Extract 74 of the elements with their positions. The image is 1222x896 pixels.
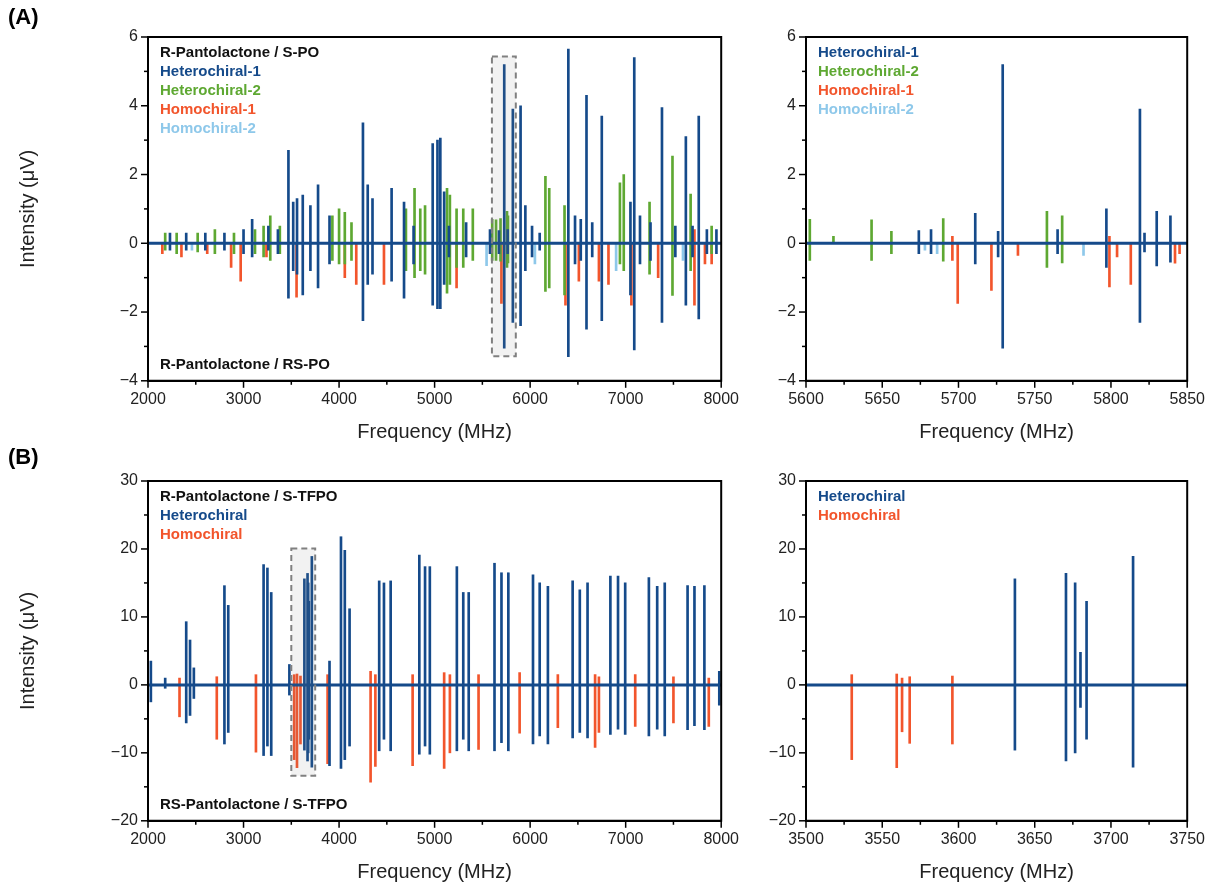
- text: Heterochiral: [818, 486, 906, 504]
- x-tick-label: 4000: [321, 389, 357, 407]
- x-tick-label: 3700: [1093, 829, 1129, 847]
- x-tick-label: 8000: [703, 829, 740, 847]
- legend-title: R-Pantolactone / S-TFPO: [160, 486, 338, 504]
- y-tick-label: 0: [129, 233, 139, 251]
- x-tick-label: 6000: [512, 389, 549, 407]
- x-tick-label: 8000: [703, 389, 740, 407]
- y-tick-label: 0: [129, 675, 139, 693]
- annotation: R-Pantolactone / RS-PO: [160, 355, 331, 373]
- x-tick-label: 5800: [1093, 389, 1129, 407]
- y-tick-label: 4: [129, 96, 139, 114]
- text: Homochiral-2: [160, 118, 256, 136]
- y-tick-label: −20: [768, 811, 797, 829]
- x-axis-title: Frequency (MHz): [357, 419, 512, 442]
- y-tick-label: −2: [119, 302, 139, 320]
- y-tick-label: 30: [120, 471, 139, 489]
- x-tick-label: 2000: [130, 389, 166, 407]
- x-tick-label: 3600: [940, 829, 977, 847]
- annotation: RS-Pantolactone / S-TFPO: [160, 795, 348, 813]
- y-axis-title: Intensity (μV): [15, 149, 38, 269]
- y-tick-label: 2: [129, 164, 139, 182]
- x-axis-title: Frequency (MHz): [919, 419, 1074, 442]
- y-tick-label: 20: [778, 539, 797, 557]
- x-tick-label: 5600: [788, 389, 824, 407]
- y-tick-label: 10: [778, 607, 797, 625]
- x-tick-label: 5850: [1169, 389, 1206, 407]
- text: Homochiral-1: [818, 80, 914, 98]
- y-tick-label: −20: [110, 811, 139, 829]
- x-tick-label: 3000: [225, 389, 262, 407]
- y-tick-label: 0: [787, 233, 797, 251]
- y-tick-label: 4: [787, 96, 797, 114]
- y-tick-label: −10: [768, 743, 797, 761]
- x-tick-label: 2000: [130, 829, 166, 847]
- y-tick-label: 20: [120, 539, 139, 557]
- text: Homochiral-1: [160, 99, 256, 117]
- y-tick-label: 6: [129, 27, 139, 45]
- text: Heterochiral-2: [160, 80, 261, 98]
- y-axis-title: Intensity (μV): [15, 591, 38, 711]
- text: Heterochiral: [160, 505, 248, 523]
- y-tick-label: 30: [778, 471, 797, 489]
- text: Heterochiral-1: [160, 61, 261, 79]
- x-tick-label: 5700: [940, 389, 977, 407]
- text: Heterochiral-1: [818, 42, 919, 60]
- y-tick-label: −4: [777, 371, 797, 389]
- x-tick-label: 5650: [864, 389, 901, 407]
- x-tick-label: 3000: [225, 829, 262, 847]
- text: Homochiral: [818, 505, 901, 523]
- y-tick-label: 10: [120, 607, 139, 625]
- x-tick-label: 3550: [864, 829, 901, 847]
- x-tick-label: 3750: [1169, 829, 1206, 847]
- y-tick-label: −4: [119, 371, 139, 389]
- legend-title: R-Pantolactone / S-PO: [160, 42, 320, 60]
- x-tick-label: 6000: [512, 829, 549, 847]
- y-tick-label: −2: [777, 302, 797, 320]
- y-tick-label: 2: [787, 164, 797, 182]
- x-tick-label: 3650: [1016, 829, 1053, 847]
- x-tick-label: 7000: [607, 829, 644, 847]
- x-axis-title: Frequency (MHz): [357, 859, 512, 882]
- x-tick-label: 3500: [788, 829, 824, 847]
- x-tick-label: 5750: [1016, 389, 1053, 407]
- chart-title: (B): [8, 444, 39, 470]
- y-tick-label: 0: [787, 675, 797, 693]
- x-tick-label: 4000: [321, 829, 357, 847]
- x-tick-label: 5000: [416, 389, 453, 407]
- chart-title: (A): [8, 4, 39, 30]
- y-tick-label: 6: [787, 27, 797, 45]
- x-tick-label: 5000: [416, 829, 453, 847]
- x-axis-title: Frequency (MHz): [919, 859, 1074, 882]
- text: Heterochiral-2: [818, 61, 919, 79]
- x-tick-label: 7000: [607, 389, 644, 407]
- text: Homochiral: [160, 524, 243, 542]
- y-tick-label: −10: [110, 743, 139, 761]
- text: Homochiral-2: [818, 99, 914, 117]
